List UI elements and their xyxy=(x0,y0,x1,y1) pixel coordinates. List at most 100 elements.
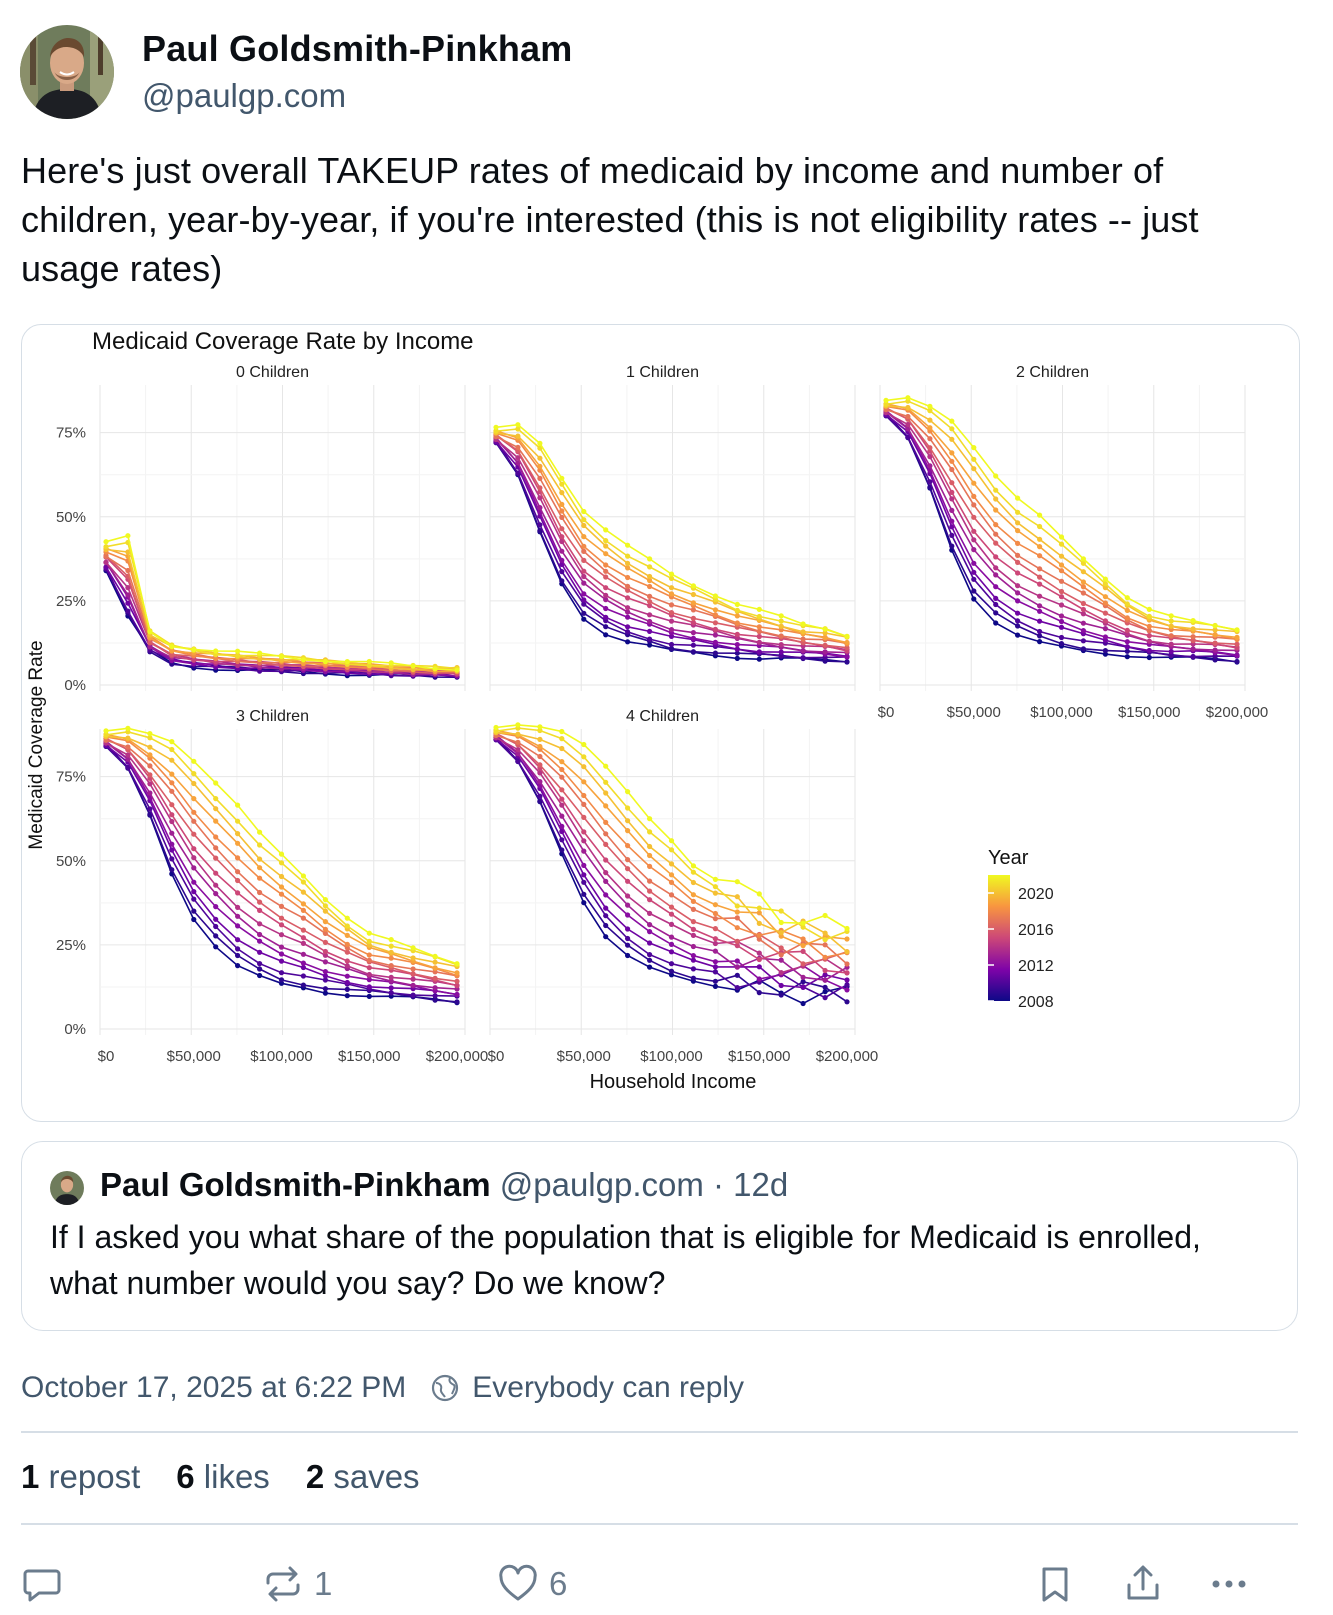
data-point xyxy=(278,944,285,950)
data-point xyxy=(800,629,806,635)
data-point xyxy=(581,872,587,878)
data-point xyxy=(410,976,416,982)
data-point xyxy=(712,890,719,896)
data-point xyxy=(800,1000,806,1007)
data-point xyxy=(1102,600,1108,606)
x-tick-label: $200,000 xyxy=(1206,704,1269,721)
share-button[interactable] xyxy=(1122,1562,1164,1606)
data-point xyxy=(603,538,609,544)
x-tick-label: $150,000 xyxy=(338,1048,401,1065)
data-point xyxy=(993,584,999,590)
data-point xyxy=(454,999,460,1005)
data-point xyxy=(1080,638,1086,644)
data-point xyxy=(712,650,719,656)
data-point xyxy=(603,857,609,863)
save-count-link[interactable]: 2 saves xyxy=(305,1458,420,1495)
author-name[interactable]: Paul Goldsmith-Pinkham xyxy=(142,28,573,69)
quoted-author-avatar[interactable] xyxy=(50,1171,84,1205)
series-line xyxy=(495,739,848,999)
data-point xyxy=(756,990,762,996)
data-point xyxy=(432,953,438,960)
data-point xyxy=(822,989,828,995)
data-point xyxy=(235,869,241,875)
data-point xyxy=(734,613,740,619)
data-point xyxy=(322,659,328,665)
post-timestamp: October 17, 2025 at 6:22 PM xyxy=(21,1371,407,1404)
repost-button[interactable]: 1 xyxy=(262,1562,332,1606)
data-point xyxy=(844,999,850,1005)
data-point xyxy=(1212,623,1218,629)
data-point xyxy=(690,649,697,655)
post-meta: October 17, 2025 at 6:22 PM Everybody ca… xyxy=(21,1371,744,1405)
data-point xyxy=(690,892,697,898)
divider-bottom xyxy=(21,1523,1298,1525)
post-image[interactable]: Medicaid Coverage Rate by Income Medicai… xyxy=(21,324,1300,1122)
data-point xyxy=(712,916,719,922)
data-point xyxy=(191,809,197,815)
data-point xyxy=(625,542,631,548)
data-point xyxy=(300,973,306,979)
data-point xyxy=(822,984,828,990)
data-point xyxy=(993,531,999,537)
color-legend: Year 2020 2016 2012 2008 xyxy=(988,847,1054,1011)
data-point xyxy=(625,583,631,589)
data-point xyxy=(1102,634,1108,640)
quoted-author-name[interactable]: Paul Goldsmith-Pinkham xyxy=(100,1166,491,1203)
data-point xyxy=(949,450,955,456)
data-point xyxy=(625,805,631,811)
reply-button[interactable] xyxy=(21,1562,63,1606)
data-point xyxy=(344,949,350,955)
data-point xyxy=(993,540,999,546)
data-point xyxy=(169,818,175,825)
like-count-link[interactable]: 6 likes xyxy=(176,1458,270,1495)
data-point xyxy=(844,936,850,942)
series-year-2015 xyxy=(103,736,460,989)
data-point xyxy=(844,659,850,665)
series-year-2017 xyxy=(103,737,460,979)
data-point xyxy=(1058,568,1065,574)
data-point xyxy=(844,982,850,988)
facet-panel-2: 2 Children $0 $50,000 $100,000 $150,000 $200,… xyxy=(878,364,1269,721)
data-point xyxy=(690,869,697,875)
data-point xyxy=(213,834,219,840)
like-button[interactable]: 6 xyxy=(497,1562,567,1606)
data-point xyxy=(822,967,828,974)
data-point xyxy=(213,845,219,851)
data-point xyxy=(603,614,609,620)
data-point xyxy=(647,888,653,894)
data-point xyxy=(778,613,784,619)
data-point xyxy=(1037,593,1043,599)
data-point xyxy=(1058,541,1065,547)
data-point xyxy=(927,425,933,431)
data-point xyxy=(235,963,241,969)
data-point xyxy=(668,911,675,917)
data-point xyxy=(1015,618,1021,624)
data-point xyxy=(147,772,153,778)
author-handle[interactable]: @paulgp.com xyxy=(142,77,347,114)
bookmark-button[interactable] xyxy=(1034,1562,1076,1606)
repost-count-link[interactable]: 1 repost xyxy=(21,1458,141,1495)
more-options-button[interactable] xyxy=(1208,1562,1250,1606)
data-point xyxy=(734,879,740,885)
data-point xyxy=(603,831,609,837)
data-point xyxy=(515,455,521,461)
data-point xyxy=(1037,633,1043,639)
quoted-post[interactable]: Paul Goldsmith-Pinkham @paulgp.com · 12d… xyxy=(21,1141,1298,1331)
post-text: Here's just overall TAKEUP rates of medi… xyxy=(21,150,1199,289)
data-point xyxy=(581,616,587,622)
data-point xyxy=(690,635,697,641)
author-avatar[interactable] xyxy=(20,25,114,119)
data-point xyxy=(559,578,565,584)
data-point xyxy=(625,952,631,959)
data-point xyxy=(927,463,933,469)
x-tick-label: $0 xyxy=(878,704,895,721)
data-point xyxy=(603,892,609,898)
data-point xyxy=(971,528,977,534)
reply-setting[interactable]: Everybody can reply xyxy=(472,1371,745,1404)
data-point xyxy=(778,957,784,963)
data-point xyxy=(971,502,977,508)
data-point xyxy=(1212,627,1218,633)
data-point xyxy=(1102,618,1108,624)
data-point xyxy=(515,739,521,745)
data-point xyxy=(103,544,109,550)
